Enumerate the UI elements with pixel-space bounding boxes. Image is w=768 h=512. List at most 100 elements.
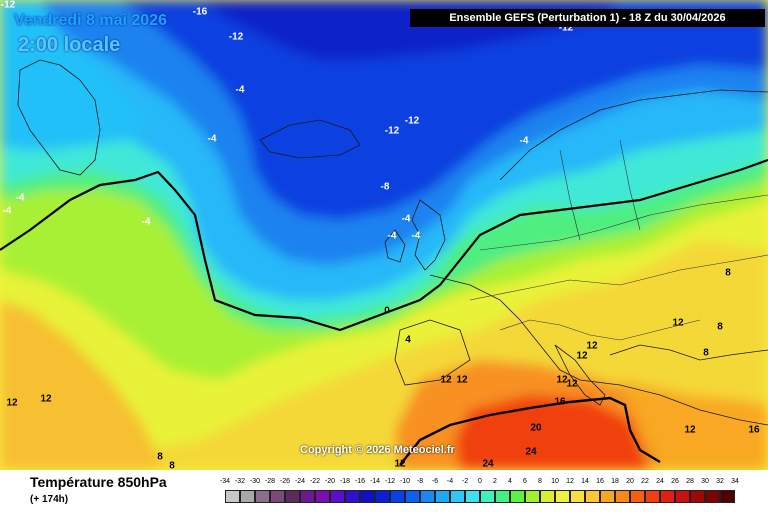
scale-swatch bbox=[645, 490, 660, 503]
contour-value-label: 16 bbox=[554, 396, 566, 408]
contour-value-label: 12 bbox=[40, 393, 52, 405]
scale-tick-label: 2 bbox=[493, 478, 497, 485]
contour-value-label: -4 bbox=[387, 230, 397, 242]
contour-value-label: 12 bbox=[672, 317, 684, 329]
zero-isotherm bbox=[0, 158, 768, 332]
contour-value-label: 12 bbox=[456, 374, 468, 386]
scale-swatch bbox=[285, 490, 300, 503]
map-footer: Température 850hPa (+ 174h) -34 -32 -30 -28… bbox=[0, 470, 768, 512]
contour-value-label: 12 bbox=[556, 374, 568, 386]
contour-value-label: -4 bbox=[15, 192, 25, 204]
model-run-info: Ensemble GEFS (Perturbation 1) - 18 Z du… bbox=[410, 9, 765, 27]
contour-value-label: -12 bbox=[0, 0, 16, 11]
borders bbox=[469, 139, 768, 341]
scale-swatch bbox=[675, 490, 690, 503]
scale-tick-label: -14 bbox=[369, 478, 381, 485]
scale-swatch bbox=[405, 490, 420, 503]
scale-tick-label: 10 bbox=[551, 478, 559, 485]
scale-swatch bbox=[255, 490, 270, 503]
scale-swatch bbox=[720, 490, 735, 503]
scale-swatch bbox=[600, 490, 615, 503]
contour-value-label: -12 bbox=[228, 31, 244, 43]
scale-tick-label: 28 bbox=[686, 478, 694, 485]
contour-value-label: 12 bbox=[440, 374, 452, 386]
scale-tick-label: -20 bbox=[324, 478, 336, 485]
contour-value-label: 12 bbox=[586, 340, 598, 352]
scale-tick-label: -28 bbox=[264, 478, 276, 485]
scale-swatch bbox=[480, 490, 495, 503]
contour-value-label: 24 bbox=[525, 446, 537, 458]
contour-value-label: 12 bbox=[566, 378, 578, 390]
scale-tick-label: 12 bbox=[566, 478, 574, 485]
scale-swatch bbox=[570, 490, 585, 503]
scale-tick-label: 30 bbox=[701, 478, 709, 485]
scale-swatch bbox=[420, 490, 435, 503]
contour-value-label: -12 bbox=[558, 22, 574, 34]
contour-value-label: -4 bbox=[141, 216, 151, 228]
scale-tick-label: -34 bbox=[219, 478, 231, 485]
contour-value-label: 0 bbox=[384, 305, 390, 317]
scale-swatch bbox=[390, 490, 405, 503]
contour-value-label: -12 bbox=[384, 125, 400, 137]
scale-tick-label: -6 bbox=[431, 478, 439, 485]
scale-swatch bbox=[555, 490, 570, 503]
scale-tick-label: 8 bbox=[538, 478, 542, 485]
parameter-title: Température 850hPa bbox=[30, 474, 167, 490]
scale-swatch bbox=[495, 490, 510, 503]
scale-swatch bbox=[465, 490, 480, 503]
scale-swatch bbox=[585, 490, 600, 503]
scale-tick-label: -18 bbox=[339, 478, 351, 485]
scale-tick-label: 32 bbox=[716, 478, 724, 485]
scale-swatch bbox=[330, 490, 345, 503]
scale-tick-label: 20 bbox=[626, 478, 634, 485]
contour-value-label: -4 bbox=[411, 230, 421, 242]
local-time: 2:00 locale bbox=[18, 34, 121, 56]
contour-value-label: 8 bbox=[169, 460, 175, 471]
coastlines bbox=[17, 59, 768, 426]
contour-value-label: 20 bbox=[530, 422, 542, 434]
scale-swatch bbox=[345, 490, 360, 503]
contour-value-label: -4 bbox=[519, 135, 529, 147]
scale-swatch bbox=[315, 490, 330, 503]
contour-value-label: -16 bbox=[192, 6, 208, 18]
lead-time: (+ 174h) bbox=[30, 494, 69, 505]
scale-tick-label: 0 bbox=[478, 478, 482, 485]
scale-swatch bbox=[660, 490, 675, 503]
scale-tick-label: -32 bbox=[234, 478, 246, 485]
scale-swatch bbox=[705, 490, 720, 503]
scale-swatch bbox=[270, 490, 285, 503]
scale-tick-label: -26 bbox=[279, 478, 291, 485]
contour-value-label: -4 bbox=[207, 133, 217, 145]
scale-tick-label: 26 bbox=[671, 478, 679, 485]
color-scale bbox=[225, 490, 735, 504]
scale-swatch bbox=[525, 490, 540, 503]
scale-swatch bbox=[615, 490, 630, 503]
scale-swatch bbox=[360, 490, 375, 503]
contour-value-label: 8 bbox=[703, 347, 709, 359]
contour-value-label: 24 bbox=[482, 458, 494, 470]
scale-tick-label: 14 bbox=[581, 478, 589, 485]
scale-tick-label: -30 bbox=[249, 478, 261, 485]
contour-value-label: -4 bbox=[2, 205, 12, 217]
scale-tick-label: -12 bbox=[384, 478, 396, 485]
scale-tick-label: -4 bbox=[446, 478, 454, 485]
copyright-notice: Copyright © 2026 Meteociel.fr bbox=[300, 444, 455, 456]
scale-tick-label: -10 bbox=[399, 478, 411, 485]
forecast-date: Vendredi 8 mai 2026 bbox=[14, 12, 167, 29]
scale-swatch bbox=[375, 490, 390, 503]
contour-value-label: 12 bbox=[684, 424, 696, 436]
scale-tick-label: 16 bbox=[596, 478, 604, 485]
contour-value-label: -12 bbox=[404, 115, 420, 127]
scale-tick-label: 4 bbox=[508, 478, 512, 485]
scale-swatch bbox=[435, 490, 450, 503]
scale-swatch bbox=[300, 490, 315, 503]
scale-tick-label: -8 bbox=[416, 478, 424, 485]
scale-swatch bbox=[630, 490, 645, 503]
scale-swatch bbox=[240, 490, 255, 503]
scale-tick-label: 6 bbox=[523, 478, 527, 485]
contour-value-label: 16 bbox=[748, 424, 760, 436]
contour-value-label: 8 bbox=[717, 321, 723, 333]
map-canvas bbox=[0, 0, 768, 470]
scale-tick-label: -24 bbox=[294, 478, 306, 485]
